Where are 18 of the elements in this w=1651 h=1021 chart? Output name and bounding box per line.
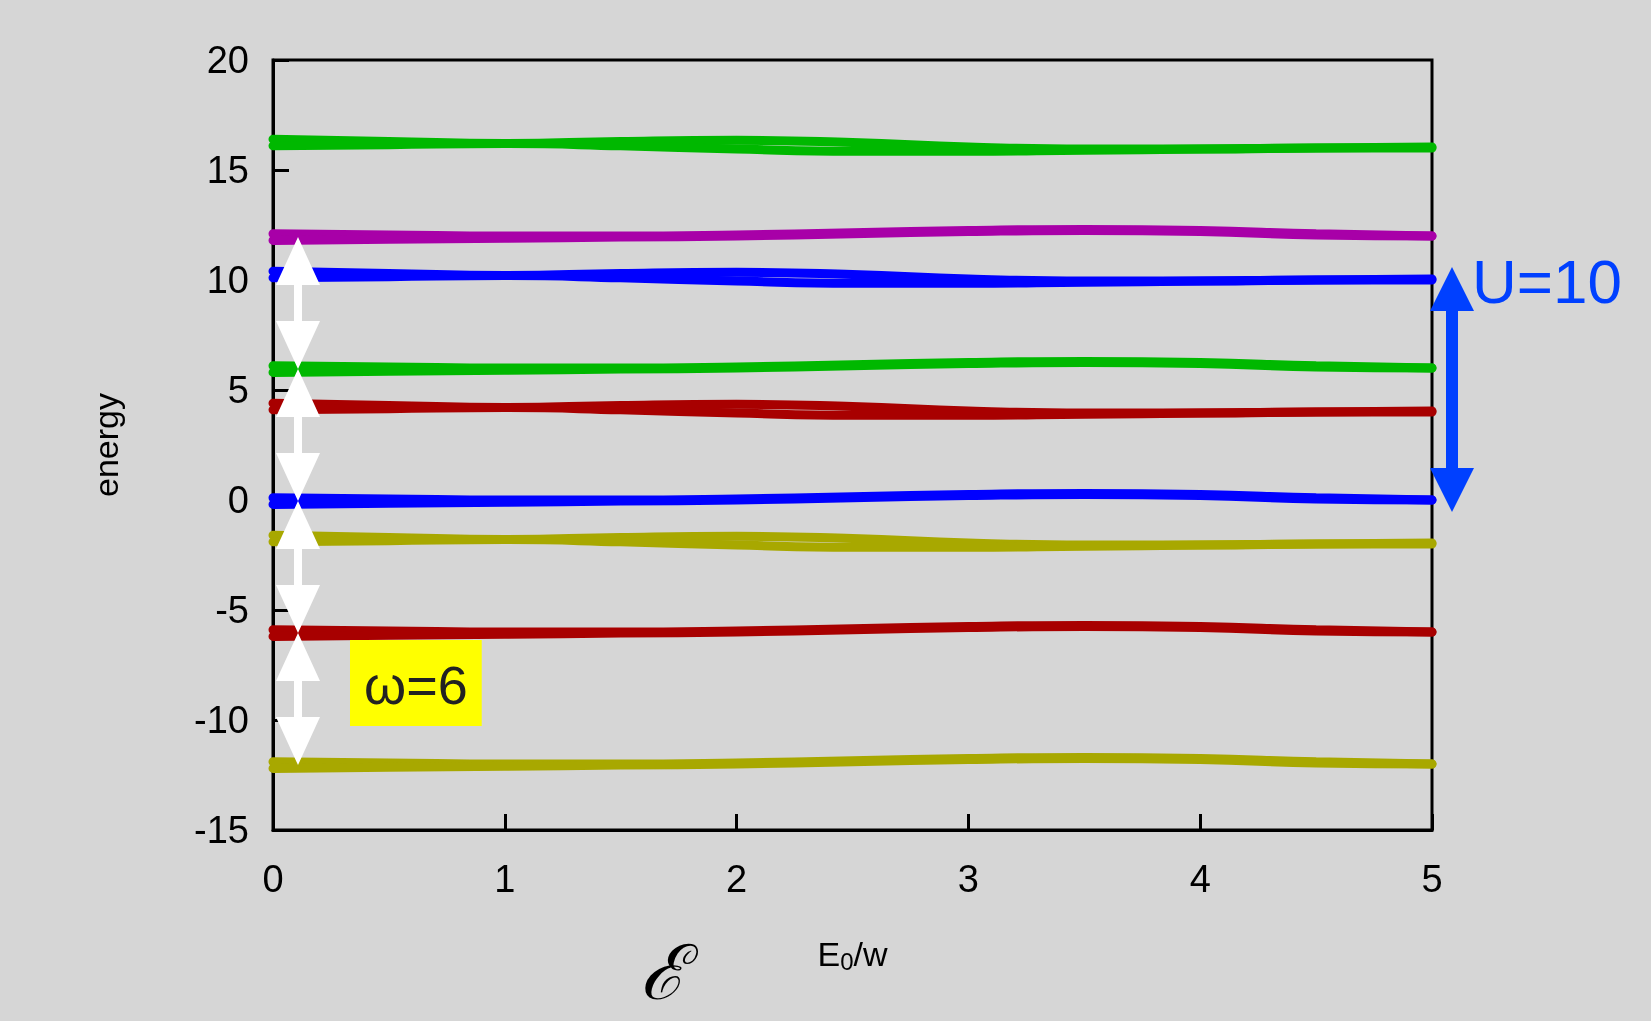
x-tick-label: 2 [726,858,748,900]
x-tick-label: 4 [1189,858,1211,900]
x-tick-label: 5 [1421,858,1443,900]
y-tick-label: 15 [206,149,249,191]
x-tick-label: 0 [262,858,284,900]
y-tick-label: -10 [194,699,249,741]
text: ℰ [640,931,699,1015]
y-tick-label: 0 [227,479,249,521]
y-tick-label: 10 [206,259,249,301]
annotation: ω=6 [364,655,468,715]
y-tick-label: -15 [194,809,249,851]
y-tick-label: 20 [206,39,249,81]
x-tick-label: 3 [957,858,979,900]
y-tick-label: 5 [227,369,249,411]
y-axis-title: energy [87,393,125,497]
x-tick-label: 1 [494,858,516,900]
y-tick-label: -5 [215,589,249,631]
text: U=10 [1472,246,1622,316]
